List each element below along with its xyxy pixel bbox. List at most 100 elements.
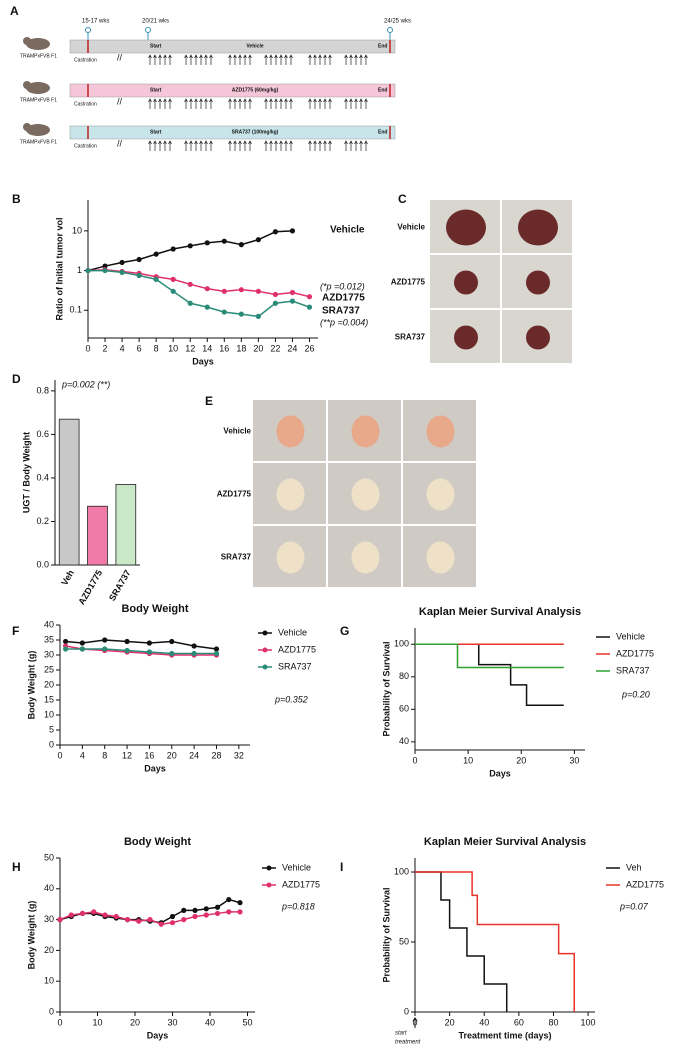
y-tick-label: 10 — [44, 709, 54, 719]
bar — [115, 484, 137, 566]
castration: Castration — [74, 57, 97, 63]
dose-arrow — [323, 98, 327, 109]
x-tick-label: 30 — [167, 1017, 177, 1027]
timepoint: 15-17 wks — [82, 19, 109, 25]
y-tick-label: 40 — [44, 883, 54, 893]
x-tick-label: 20 — [167, 750, 177, 760]
mouse-icon — [26, 82, 50, 94]
dose-arrow — [168, 98, 172, 109]
dose-arrow — [199, 98, 203, 109]
dose-arrow — [153, 98, 157, 109]
legend-label: AZD1775 — [282, 879, 320, 889]
dose-arrow — [344, 98, 348, 109]
point — [237, 900, 243, 906]
y-tick-label: 35 — [44, 634, 54, 644]
tumor — [454, 270, 478, 295]
dose-arrow — [359, 140, 363, 151]
point — [238, 242, 244, 248]
point — [289, 228, 296, 234]
y-axis-label: UGT / Body Weight — [21, 432, 31, 513]
point — [119, 259, 125, 266]
strain: TRAMPxFVB F1 — [20, 97, 57, 103]
point — [214, 910, 221, 917]
series-label: AZD1775 — [322, 293, 365, 304]
mouse-head — [23, 81, 31, 89]
x-tick-label: 18 — [236, 343, 246, 353]
point — [272, 229, 279, 235]
dose-arrow — [199, 54, 203, 65]
dose-arrow — [243, 140, 247, 151]
point — [226, 909, 232, 915]
dose-arrow — [284, 54, 288, 65]
dose-arrow — [354, 140, 358, 151]
point — [91, 909, 97, 915]
point — [204, 240, 210, 246]
point — [272, 291, 279, 298]
point — [213, 650, 220, 657]
point — [187, 300, 193, 306]
y-tick-label: 60 — [399, 704, 409, 714]
y-tick-label: 0.8 — [36, 385, 49, 395]
pin — [145, 27, 151, 33]
annotation: start — [395, 1031, 407, 1037]
annotation: (**p =0.004) — [320, 317, 368, 327]
treatment: SRA737 (100mg/kg) — [232, 129, 279, 135]
point — [124, 647, 130, 654]
tumor — [526, 270, 550, 295]
point — [191, 643, 197, 649]
point — [204, 286, 210, 292]
legend-label: AZD1775 — [616, 648, 654, 658]
dose-arrow — [194, 98, 198, 109]
point — [255, 237, 261, 243]
dose-arrow — [318, 54, 322, 65]
y-tick-label: 20 — [44, 945, 54, 955]
y-tick-label: 0.0 — [36, 559, 49, 569]
tissue — [426, 541, 455, 574]
point — [289, 289, 296, 296]
bar — [58, 418, 80, 566]
y-axis-label: Body Weight (g) — [26, 651, 36, 720]
point — [124, 917, 131, 923]
point — [221, 309, 227, 315]
dose-arrow — [279, 98, 283, 109]
tissue — [426, 478, 455, 511]
dose-arrow — [189, 140, 193, 151]
x-tick-label: 40 — [205, 1017, 215, 1027]
mouse-head — [23, 37, 31, 45]
dose-arrow — [238, 54, 242, 65]
legend-marker — [266, 882, 272, 888]
dose-arrow — [308, 140, 312, 151]
point — [213, 646, 220, 652]
x-tick-label: 12 — [122, 750, 132, 760]
dose-arrow — [209, 54, 213, 65]
point — [169, 650, 175, 657]
point — [113, 913, 119, 920]
dose-arrow — [364, 140, 368, 151]
point — [192, 913, 198, 920]
dose-arrow — [148, 98, 152, 109]
point — [255, 288, 261, 294]
chart-title: Kaplan Meier Survival Analysis — [419, 606, 581, 618]
panel-label: C — [398, 192, 407, 206]
tumor — [526, 325, 550, 350]
castration: Castration — [74, 143, 97, 149]
survival-curve — [415, 643, 564, 707]
line — [87, 230, 293, 272]
y-tick-label: 0 — [404, 1006, 409, 1016]
chart-title: Kaplan Meier Survival Analysis — [424, 836, 586, 848]
x-axis-label: Days — [192, 356, 214, 366]
annotation: treatment — [395, 1040, 421, 1046]
point — [147, 917, 153, 923]
x-tick-label: AZD1775 — [76, 568, 104, 606]
annotation: p=0.352 — [274, 694, 308, 704]
x-tick-label: 40 — [479, 1017, 489, 1027]
dose-arrow — [328, 54, 332, 65]
point — [191, 650, 197, 657]
dose-arrow — [284, 98, 288, 109]
x-tick-label: 0 — [85, 343, 90, 353]
dose-arrow — [269, 140, 273, 151]
y-tick-label: 20 — [44, 679, 54, 689]
dose-arrow — [344, 54, 348, 65]
legend-marker — [262, 647, 268, 653]
dose-arrow — [233, 54, 237, 65]
